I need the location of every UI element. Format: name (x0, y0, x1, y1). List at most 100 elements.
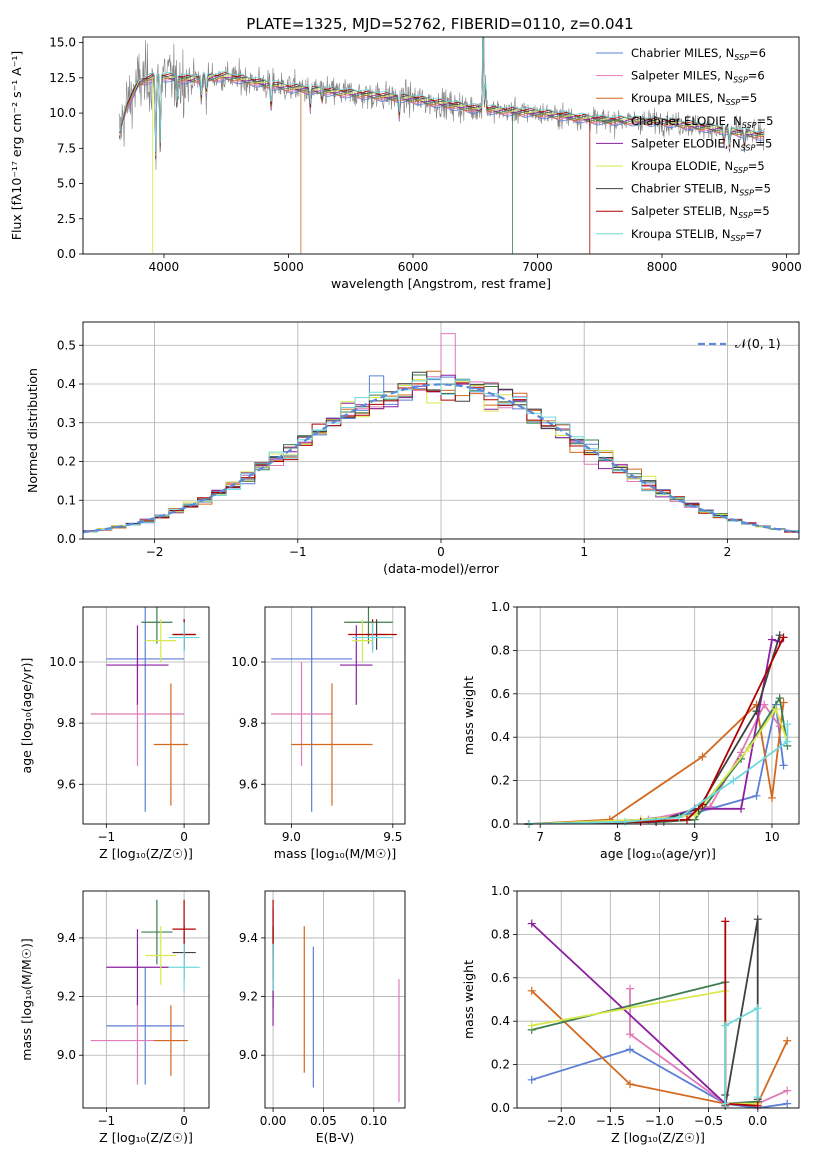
series-marker-kroupa_stelib (753, 1093, 762, 1102)
series-marker-salpeter_elodie (737, 804, 746, 813)
series-marker-kroupa_stelib (721, 1099, 730, 1108)
panel-7 (261, 890, 406, 1112)
x-tick-label: −1 (97, 1114, 115, 1128)
x-tick-label: 2 (724, 545, 732, 559)
series-marker-kroupa_stelib (729, 776, 738, 785)
series-marker-salpeter_miles (625, 1030, 634, 1039)
series-marker-salpeter_stelib (636, 817, 645, 826)
figure-title: PLATE=1325, MJD=52762, FIBERID=0110, z=0… (246, 15, 633, 33)
x-tick-label: 0 (180, 830, 188, 844)
series-marker-kroupa_stelib (783, 720, 792, 729)
y-tick-label: 2.5 (57, 212, 76, 226)
y-tick-label: 0.5 (57, 338, 76, 352)
series-marker-chabrier_stelib (753, 915, 762, 924)
x-tick-label: 0 (437, 545, 445, 559)
series-marker-kroupa_stelib (753, 1004, 762, 1013)
y-tick-label: 15.0 (49, 36, 76, 50)
y-tick-label: 9.2 (239, 990, 258, 1004)
x-tick-label: 9000 (771, 260, 802, 274)
x-tick-label: 0.05 (310, 1114, 337, 1128)
y-tick-label: 0.2 (491, 774, 510, 788)
y-axis-label: mass weight (461, 960, 476, 1039)
panel-2 (79, 321, 800, 543)
y-tick-label: 0.8 (491, 927, 510, 941)
y-tick-label: 1.0 (491, 600, 510, 614)
y-tick-label: 0.2 (491, 1058, 510, 1072)
series-marker-chabrier_miles (527, 1075, 536, 1084)
panel-4 (261, 606, 406, 828)
y-tick-label: 7.5 (57, 141, 76, 155)
x-tick-label: 7 (536, 830, 544, 844)
histogram-kroupa_stelib (83, 377, 799, 533)
panel-1 (79, 36, 800, 258)
axes-frame (264, 890, 406, 1109)
x-tick-label: 4000 (149, 260, 180, 274)
y-tick-label: 9.6 (57, 777, 76, 791)
y-tick-label: 9.8 (239, 716, 258, 730)
y-tick-label: 0.8 (491, 643, 510, 657)
y-tick-label: 9.2 (57, 990, 76, 1004)
series-marker-kroupa_miles (767, 793, 776, 802)
y-tick-label: 5.0 (57, 177, 76, 191)
series-marker-salpeter_elodie (527, 919, 536, 928)
y-tick-label: 9.8 (57, 716, 76, 730)
panel-8 (513, 890, 800, 1112)
y-axis-label: mass weight (461, 676, 476, 755)
series-marker-salpeter_elodie (767, 635, 776, 644)
legend-label: Chabrier STELIB, NSSP=5 (631, 182, 771, 198)
axes-frame (516, 890, 800, 1109)
y-axis-label: mass [log₁₀(M/M☉)] (19, 938, 34, 1060)
model-spectrum-chabrier_miles (119, 37, 764, 160)
x-tick-label: −1 (97, 830, 115, 844)
series-line-kroupa_elodie (528, 707, 789, 824)
y-tick-label: 0.0 (57, 247, 76, 261)
x-tick-label: 0.00 (260, 1114, 287, 1128)
series-marker-kroupa_stelib (783, 737, 792, 746)
y-tick-label: 1.0 (491, 884, 510, 898)
y-tick-label: 9.4 (57, 931, 76, 945)
x-axis-label: (data-model)/error (383, 561, 500, 576)
x-tick-label: −2 (146, 545, 164, 559)
series-marker-kroupa_elodie (527, 1021, 536, 1030)
model-spectrum-kroupa_elodie (118, 37, 764, 254)
legend-label: Salpeter STELIB, NSSP=5 (631, 204, 770, 220)
legend-label: Kroupa STELIB, NSSP=7 (631, 227, 762, 243)
series-marker-chabrier_elodie (775, 694, 784, 703)
y-tick-label: 0.0 (491, 1101, 510, 1115)
legend-label: Salpeter ELODIE, NSSP=5 (631, 136, 772, 152)
legend-label: Kroupa MILES, NSSP=5 (631, 91, 757, 107)
legend-label: Kroupa ELODIE, NSSP=5 (631, 159, 765, 175)
y-tick-label: 10.0 (49, 106, 76, 120)
y-tick-label: 0.0 (491, 817, 510, 831)
y-tick-label: 9.0 (239, 1048, 258, 1062)
y-tick-label: 9.0 (57, 1048, 76, 1062)
legend-label: Salpeter MILES, NSSP=6 (631, 69, 765, 85)
x-axis-label: Z [log₁₀(Z/Z☉)] (99, 1130, 193, 1145)
model-spectrum-kroupa_stelib (118, 37, 764, 153)
x-tick-label: −2.0 (547, 1114, 576, 1128)
panel-5 (513, 606, 800, 828)
panel-3 (79, 606, 210, 828)
x-tick-label: −1 (289, 545, 307, 559)
series-marker-kroupa_miles (783, 1036, 792, 1045)
gaussian-curve (83, 383, 799, 534)
axes-frame (82, 36, 800, 255)
series-marker-salpeter_stelib (753, 1101, 762, 1110)
y-tick-label: 0.4 (491, 1014, 510, 1028)
y-tick-label: 0.1 (57, 493, 76, 507)
y-axis-label: age [log₁₀(age/yr)] (19, 658, 34, 774)
y-tick-label: 10.0 (231, 655, 258, 669)
series-marker-salpeter_miles (783, 1086, 792, 1095)
series-marker-salpeter_stelib (779, 633, 788, 642)
x-axis-label: mass [log₁₀(M/M☉)] (274, 846, 396, 861)
y-tick-label: 0.0 (57, 532, 76, 546)
model-spectrum-chabrier_stelib (119, 37, 764, 154)
legend-label: 𝒩(0, 1) (735, 336, 781, 351)
x-tick-label: −0.5 (694, 1114, 723, 1128)
series-marker-kroupa_stelib (621, 817, 630, 826)
x-tick-label: 9.0 (282, 830, 301, 844)
series-marker-kroupa_elodie (771, 704, 780, 713)
series-marker-salpeter_miles (760, 700, 769, 709)
x-tick-label: 8 (614, 830, 622, 844)
